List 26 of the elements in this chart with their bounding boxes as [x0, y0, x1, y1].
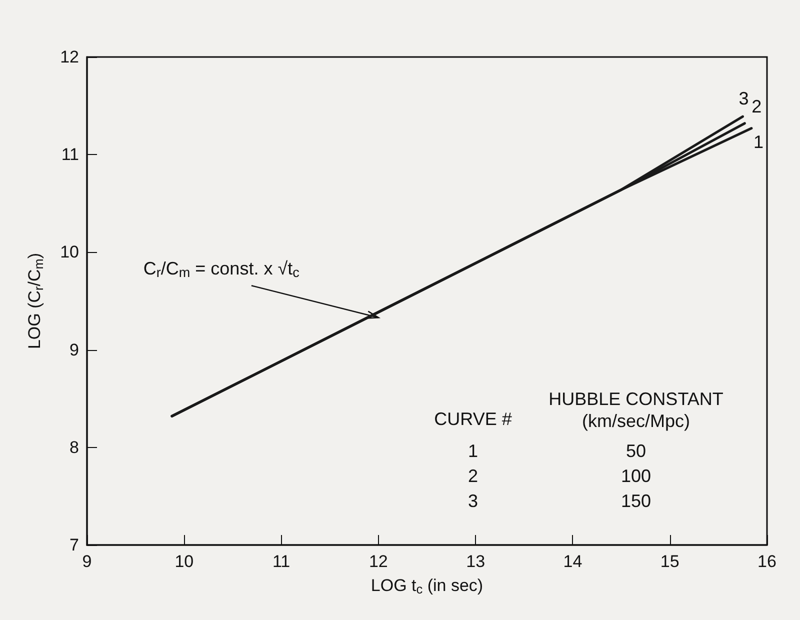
- x-tick-label: 16: [758, 552, 776, 571]
- y-tick-label: 10: [60, 242, 79, 262]
- y-tick-label: 11: [61, 145, 79, 164]
- x-tick-label: 15: [660, 552, 680, 571]
- y-axis-title: LOG (Cr/Cm): [25, 252, 46, 350]
- annotation: 100: [620, 466, 652, 486]
- y-tick-label: 9: [70, 340, 79, 360]
- annotation: HUBBLE CONSTANT (km/sec/Mpc): [548, 389, 724, 431]
- annotation: 2: [468, 466, 478, 486]
- annotation: 1: [468, 441, 478, 461]
- x-tick-label: 11: [272, 552, 290, 571]
- annotation: CURVE #: [434, 409, 512, 429]
- y-tick-label: 8: [70, 438, 79, 457]
- y-tick-label: 12: [60, 48, 79, 66]
- x-tick-label: 13: [466, 552, 486, 571]
- x-tick-label: 14: [563, 552, 582, 571]
- series-label: 1: [753, 132, 764, 152]
- series-label: 3: [738, 88, 749, 109]
- y-tick-label: 7: [70, 536, 79, 554]
- annotation: 150: [620, 491, 652, 511]
- annotation: 50: [626, 441, 646, 461]
- annotation: 3: [468, 491, 478, 511]
- series-label: 2: [752, 96, 762, 116]
- x-tick-label: 9: [82, 552, 92, 571]
- x-tick-label: 12: [368, 552, 388, 571]
- x-tick-label: 10: [174, 552, 194, 571]
